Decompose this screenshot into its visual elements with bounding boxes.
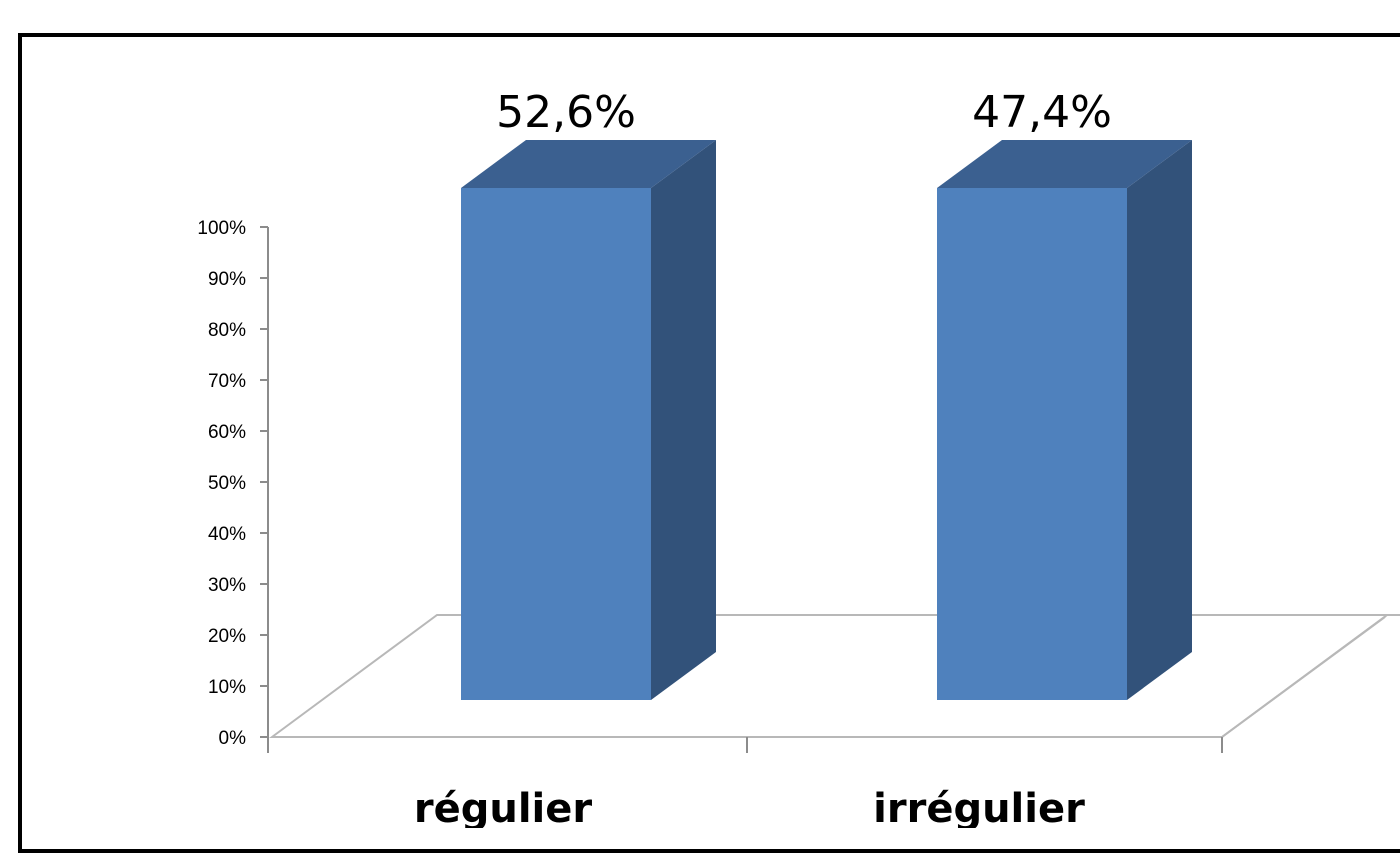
category-label: irrégulier [873, 786, 1085, 828]
bar-front-face [461, 188, 651, 700]
y-axis: 0% 10% 20% 30% 40% 50% 60% 70% 80% 90% 100% [197, 218, 1223, 753]
bar-chart: 0% 10% 20% 30% 40% 50% 60% 70% 80% 90% 100% 52,6% r… [197, 87, 1400, 828]
bar-side-face [651, 140, 716, 700]
bar-1 [461, 140, 716, 700]
y-tick-label: 70% [208, 371, 246, 392]
labels: 52,6% régulier 47,4% irrégulier [414, 87, 1112, 828]
bar-2 [937, 140, 1192, 700]
bar-top-face [937, 140, 1192, 188]
y-tick-label: 50% [208, 473, 246, 494]
bars [461, 140, 1192, 700]
floor-outline [268, 614, 1391, 738]
y-tick-label: 40% [208, 524, 246, 545]
data-label: 47,4% [972, 87, 1112, 138]
bar-side-face [1127, 140, 1192, 700]
y-tick-label: 30% [208, 575, 246, 596]
y-tick-label: 80% [208, 320, 246, 341]
y-tick-label: 100% [197, 218, 246, 239]
floor-right-edge [1221, 616, 1386, 738]
bar-top-face [461, 140, 716, 188]
y-tick-label: 0% [219, 728, 247, 749]
y-tick-label: 10% [208, 677, 246, 698]
y-tick-label: 90% [208, 269, 246, 290]
y-tick-label: 60% [208, 422, 246, 443]
y-tick-label: 20% [208, 626, 246, 647]
category-label: régulier [414, 786, 593, 828]
data-label: 52,6% [496, 87, 636, 138]
chart-floor [268, 614, 1400, 738]
bar-front-face [937, 188, 1127, 700]
